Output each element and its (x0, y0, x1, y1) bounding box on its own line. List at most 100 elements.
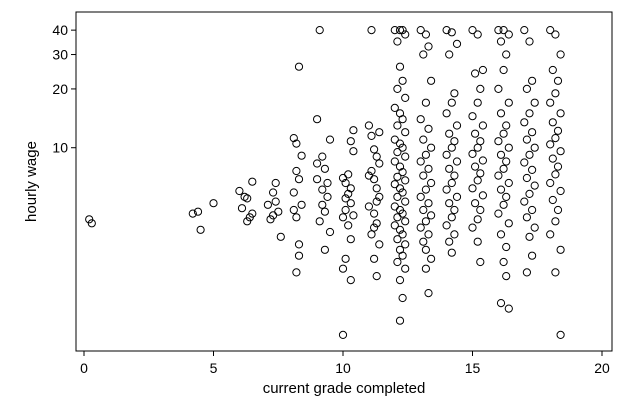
data-point (447, 178, 456, 188)
data-point (468, 149, 477, 158)
data-point (390, 103, 399, 113)
data-point (471, 199, 480, 208)
data-point (424, 124, 433, 133)
data-point (445, 199, 454, 208)
data-point (546, 230, 555, 239)
data-point (85, 215, 94, 224)
data-point (370, 145, 379, 154)
data-point (196, 225, 205, 234)
data-point (478, 191, 487, 200)
data-point (502, 121, 511, 130)
data-point (478, 121, 487, 130)
data-point (289, 205, 298, 215)
x-tick-label: 0 (80, 360, 88, 376)
data-point (421, 30, 430, 39)
x-tick-label: 20 (594, 360, 610, 376)
data-point (313, 175, 322, 184)
data-point (548, 154, 557, 163)
data-point (520, 158, 529, 167)
data-point (398, 168, 407, 177)
data-point (416, 192, 425, 201)
data-point (297, 200, 306, 209)
data-point (419, 50, 428, 59)
data-point (473, 98, 482, 107)
data-point (292, 213, 301, 222)
data-point (276, 232, 285, 241)
data-point (502, 50, 511, 59)
data-point (338, 213, 348, 222)
x-axis: 0 5 10 15 20 (80, 351, 610, 376)
data-point (367, 26, 376, 35)
data-point (398, 76, 407, 85)
data-point (292, 268, 301, 277)
data-point (87, 219, 96, 228)
data-point (338, 330, 348, 339)
data-point (271, 178, 280, 188)
data-point (401, 128, 410, 137)
data-point (504, 98, 513, 107)
x-tick-label: 5 (210, 360, 218, 376)
data-point (494, 209, 503, 218)
data-point (367, 166, 376, 176)
data-point (294, 175, 304, 184)
data-point (473, 215, 482, 224)
data-point (315, 217, 324, 226)
data-point (315, 26, 324, 35)
data-point (401, 217, 410, 226)
data-point (525, 150, 534, 159)
data-point (416, 115, 425, 124)
data-point (496, 299, 506, 308)
data-point (450, 89, 459, 98)
data-point (398, 115, 407, 124)
data-point (499, 26, 508, 35)
data-point (427, 211, 436, 220)
data-point (401, 30, 410, 39)
data-point (393, 37, 402, 46)
data-point (421, 245, 430, 254)
data-point (530, 223, 539, 232)
data-point (294, 251, 304, 260)
data-point (427, 76, 436, 85)
data-point (398, 188, 407, 197)
data-point (476, 257, 485, 267)
data-point (320, 245, 329, 254)
data-point (364, 121, 373, 130)
data-point (269, 211, 278, 220)
data-point (450, 230, 459, 239)
data-point (372, 184, 381, 193)
data-point (289, 188, 298, 197)
data-point (546, 98, 555, 107)
data-point (496, 230, 506, 239)
data-point (447, 213, 456, 222)
data-point (522, 268, 532, 277)
data-point (313, 115, 322, 124)
data-point (421, 185, 430, 194)
data-point (530, 143, 539, 152)
y-tick-label: 40 (52, 22, 68, 38)
data-point (325, 227, 335, 237)
data-point (209, 199, 218, 208)
data-point (395, 26, 405, 35)
data-point (553, 162, 563, 171)
data-point (390, 157, 399, 166)
data-point (390, 135, 399, 144)
data-point (395, 225, 405, 234)
data-point (525, 189, 534, 198)
data-point (442, 150, 451, 159)
data-point (471, 129, 480, 138)
data-point (349, 147, 358, 156)
data-point (504, 304, 513, 313)
data-point (551, 89, 560, 98)
data-point (421, 98, 430, 107)
data-point (419, 205, 428, 215)
data-point (419, 135, 428, 144)
data-point (496, 109, 506, 118)
points-layer (85, 26, 565, 339)
data-point (421, 264, 430, 273)
data-point (193, 207, 203, 216)
data-point (447, 143, 456, 152)
data-point (393, 121, 402, 130)
data-point (395, 184, 405, 193)
data-point (468, 26, 477, 35)
data-point (390, 26, 399, 35)
